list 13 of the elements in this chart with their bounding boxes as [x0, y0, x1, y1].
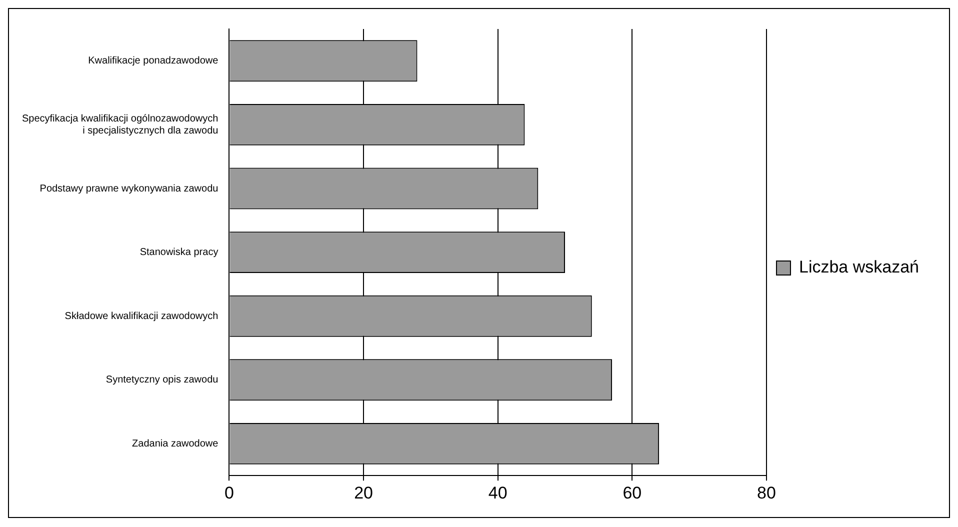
- x-tick-label: 40: [488, 483, 508, 502]
- y-tick-label: Zadania zawodowe: [132, 438, 219, 450]
- x-tick-label: 60: [622, 483, 642, 502]
- y-tick-label: Specyfikacja kwalifikacji ogólnozawodowych i specjalistycznych dla zawodu: [22, 113, 218, 136]
- y-tick-label: Stanowiska pracy: [140, 247, 218, 258]
- y-tick-label: Składowe kwalifikacji zawodowych: [64, 310, 218, 322]
- x-tick-label: 20: [354, 483, 373, 502]
- y-tick-label: Syntetyczny opis zawodu: [106, 374, 218, 386]
- legend-label: Liczba wskazań: [798, 258, 920, 277]
- y-tick-label: Kwalifikacje ponadzawodowe: [88, 56, 219, 67]
- x-tick-label: 80: [757, 483, 776, 502]
- y-tick-label: Podstawy prawne wykonywania zawodu: [40, 183, 218, 194]
- x-tick-label: 0: [224, 483, 234, 502]
